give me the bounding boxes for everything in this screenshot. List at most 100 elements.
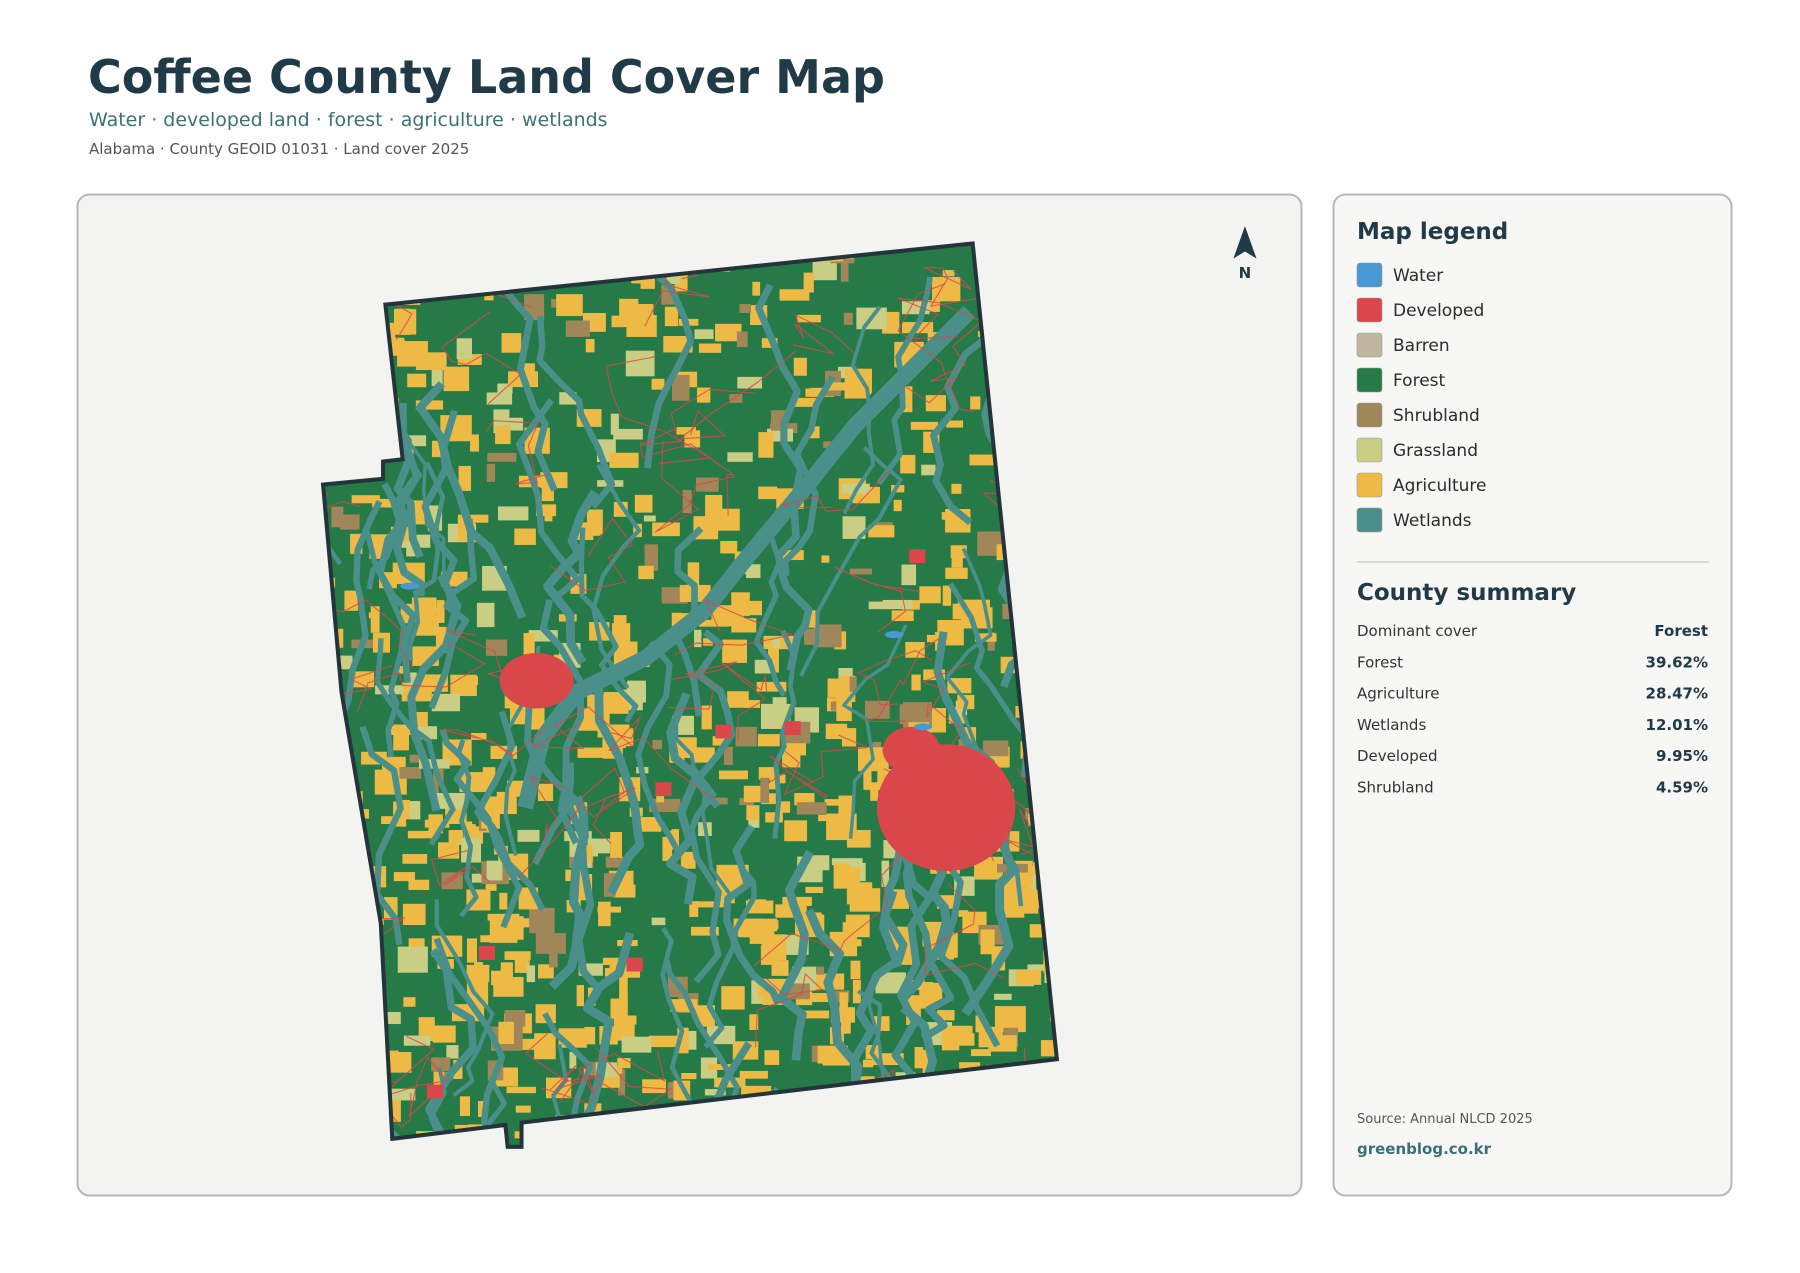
land-patch <box>486 860 503 881</box>
road <box>431 849 490 887</box>
meta: Alabama · County GEOID 01031 · Land cove… <box>89 140 469 158</box>
land-patch <box>535 933 566 954</box>
land-patch <box>827 678 850 698</box>
stream <box>703 865 757 1049</box>
land-patch <box>340 514 360 530</box>
stream <box>842 624 908 839</box>
county-boundary <box>320 241 1060 1149</box>
land-patch <box>538 783 554 801</box>
land-patch <box>418 1017 435 1042</box>
summary-rows: Dominant cover Forest Forest 39.62% Agricult… <box>1357 622 1708 797</box>
town <box>909 549 926 564</box>
land-patch <box>707 1064 733 1070</box>
land-patch <box>799 993 829 1003</box>
land-patch <box>435 626 447 653</box>
stream <box>363 526 407 758</box>
stream <box>781 375 836 577</box>
land-patch <box>921 464 936 476</box>
land-patch <box>863 770 872 790</box>
stream <box>945 547 993 754</box>
stream <box>891 843 934 1085</box>
water-body <box>884 631 904 639</box>
land-patch <box>638 565 654 580</box>
land-patch <box>849 568 872 575</box>
land-patch <box>676 427 696 435</box>
land-patch <box>720 540 738 554</box>
stream <box>339 499 383 718</box>
land-patch <box>862 1059 874 1068</box>
legend-swatch <box>1356 367 1383 393</box>
land-patch <box>744 700 760 708</box>
land-patch <box>840 259 849 282</box>
land-cover <box>323 243 1057 1147</box>
land-patch <box>721 986 745 1010</box>
land-patch <box>577 747 608 758</box>
stream <box>515 398 581 601</box>
land-patch <box>443 366 470 392</box>
land-patch <box>838 795 853 818</box>
land-patch <box>779 289 810 301</box>
land-patch <box>803 272 814 293</box>
land-patch <box>514 1131 522 1139</box>
land-patch <box>694 329 714 339</box>
land-patch <box>390 1088 416 1101</box>
land-patch <box>969 454 999 466</box>
legend-label: Shrubland <box>1393 406 1480 426</box>
stream <box>536 315 616 509</box>
land-patch <box>671 829 680 850</box>
land-patch <box>882 599 913 610</box>
land-patch <box>825 723 848 740</box>
land-patch <box>831 858 863 866</box>
land-patch <box>402 435 427 447</box>
land-patch <box>605 856 629 868</box>
summary-title: County summary <box>1357 580 1576 606</box>
land-patch <box>797 1010 830 1019</box>
land-patch <box>504 951 531 960</box>
land-patch <box>495 425 511 445</box>
town <box>882 726 941 774</box>
road <box>558 1049 666 1104</box>
land-patch <box>506 1086 536 1094</box>
land-patch <box>850 960 861 980</box>
stream <box>421 409 458 609</box>
summary-label: Shrubland <box>1357 779 1434 797</box>
land-patch <box>772 638 781 648</box>
summary-value: 28.47% <box>1646 685 1708 703</box>
land-patch <box>782 896 812 906</box>
land-patch <box>395 308 411 329</box>
land-patch <box>448 829 463 845</box>
land-patch <box>959 1062 981 1070</box>
land-patch <box>793 357 807 376</box>
land-patch <box>456 338 472 360</box>
town <box>784 721 801 735</box>
land-patch <box>372 498 398 508</box>
stream <box>542 1012 594 1147</box>
summary-value: Forest <box>1654 622 1708 640</box>
land-patch <box>466 964 490 983</box>
land-patch <box>748 817 760 828</box>
land-patch <box>662 836 673 861</box>
legend-items: Water Developed Barren Forest Shrubland Grass… <box>1356 262 1487 533</box>
stream <box>755 283 805 502</box>
road <box>767 755 829 799</box>
land-patch <box>486 392 513 405</box>
road <box>720 661 768 741</box>
land-patch <box>415 400 444 410</box>
land-patch <box>621 1036 652 1053</box>
land-patch <box>842 922 857 947</box>
road <box>1016 710 1057 778</box>
land-patch <box>429 607 443 615</box>
road <box>644 259 710 327</box>
land-patch <box>523 633 535 656</box>
land-patch <box>446 1045 459 1059</box>
land-patch <box>805 388 825 397</box>
land-patch <box>864 700 890 719</box>
land-patch <box>407 830 439 839</box>
summary-label: Dominant cover <box>1357 622 1478 640</box>
land-patch <box>715 323 742 342</box>
land-patch <box>474 961 483 970</box>
land-patch <box>544 509 553 522</box>
stream <box>548 795 589 990</box>
land-patch <box>667 1082 678 1099</box>
